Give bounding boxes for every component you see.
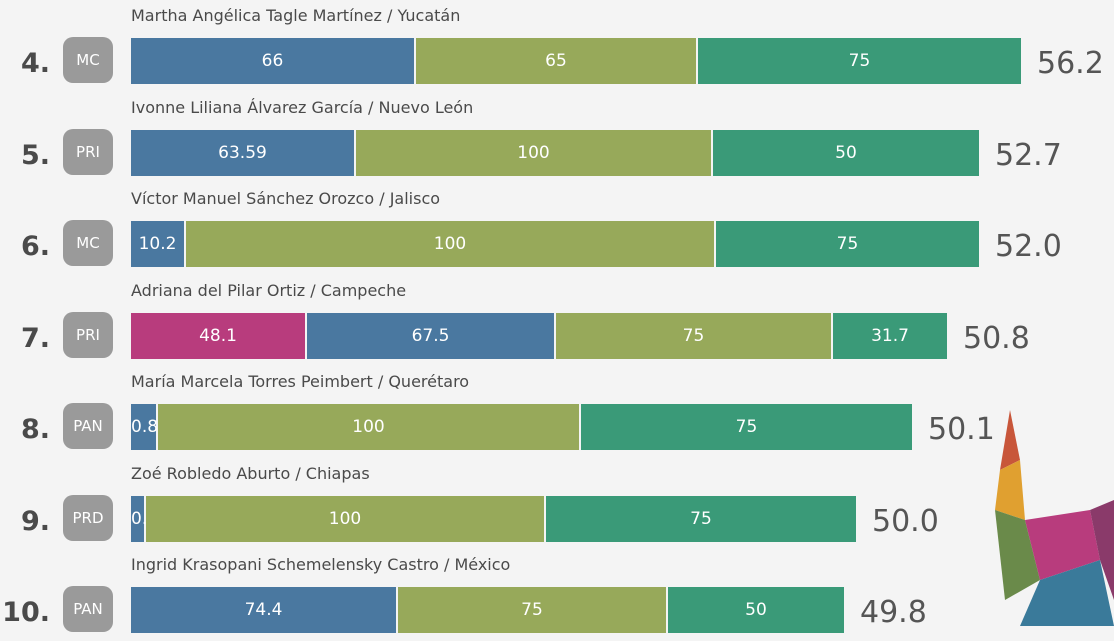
candidate-name: Víctor Manuel Sánchez Orozco / Jalisco [131, 189, 440, 208]
score-segment: 0.33 [131, 496, 144, 542]
total-score: 50.1 [928, 412, 995, 447]
candidate-name: Martha Angélica Tagle Martínez / Yucatán [131, 6, 460, 25]
ranking-row: Adriana del Pilar Ortiz / Campeche 7. PRI 4… [0, 275, 1114, 367]
ranking-row: Víctor Manuel Sánchez Orozco / Jalisco 6.… [0, 183, 1114, 275]
score-segment: 67.5 [307, 313, 554, 359]
total-score: 52.7 [995, 138, 1062, 173]
party-badge: PAN [63, 586, 113, 632]
score-segment: 48.1 [131, 313, 305, 359]
total-score: 56.2 [1037, 46, 1104, 81]
candidate-name: Adriana del Pilar Ortiz / Campeche [131, 281, 406, 300]
rank-number: 10. [0, 597, 50, 628]
score-segment: 100 [146, 496, 544, 542]
score-segment: 66 [131, 38, 414, 84]
party-badge: PRD [63, 495, 113, 541]
score-segment: 50 [713, 130, 979, 176]
ranking-row: Ivonne Liliana Álvarez García / Nuevo Le… [0, 92, 1114, 184]
party-badge: MC [63, 37, 113, 83]
party-badge: PAN [63, 403, 113, 449]
rank-number: 9. [0, 506, 50, 537]
score-segment: 100 [186, 221, 714, 267]
rank-number: 4. [0, 48, 50, 79]
score-segment: 74.4 [131, 587, 396, 633]
total-score: 49.8 [860, 595, 927, 630]
party-badge: PRI [63, 129, 113, 175]
party-badge: PRI [63, 312, 113, 358]
score-bar: 0.3310075 [131, 496, 858, 542]
score-segment: 100 [356, 130, 711, 176]
total-score: 50.8 [963, 321, 1030, 356]
score-segment: 63.59 [131, 130, 354, 176]
ranking-row: Zoé Robledo Aburto / Chiapas 9. PRD 0.33100… [0, 458, 1114, 550]
score-segment: 50 [668, 587, 844, 633]
score-segment: 75 [698, 38, 1021, 84]
infographic: {"rows": [ {"rank": "4.", "party": "MC",… [0, 0, 1114, 626]
score-segment: 0.89 [131, 404, 156, 450]
candidate-name: Zoé Robledo Aburto / Chiapas [131, 464, 370, 483]
rank-number: 5. [0, 140, 50, 171]
score-segment: 31.7 [833, 313, 947, 359]
party-badge: MC [63, 220, 113, 266]
total-score: 50.0 [872, 504, 939, 539]
ranking-row: María Marcela Torres Peimbert / Querétar… [0, 366, 1114, 458]
score-segment: 75 [716, 221, 979, 267]
score-segment: 75 [546, 496, 856, 542]
score-segment: 75 [398, 587, 666, 633]
candidate-name: Ingrid Krasopani Schemelensky Castro / M… [131, 555, 510, 574]
candidate-name: Ivonne Liliana Álvarez García / Nuevo Le… [131, 98, 473, 117]
ranking-row: Ingrid Krasopani Schemelensky Castro / M… [0, 549, 1114, 641]
rank-number: 8. [0, 414, 50, 445]
rank-number: 6. [0, 231, 50, 262]
rank-number: 7. [0, 323, 50, 354]
total-score: 52.0 [995, 229, 1062, 264]
score-segment: 65 [416, 38, 696, 84]
score-segment: 75 [581, 404, 912, 450]
score-segment: 10.2 [131, 221, 184, 267]
candidate-name: María Marcela Torres Peimbert / Querétar… [131, 372, 469, 391]
score-segment: 75 [556, 313, 831, 359]
score-segment: 100 [158, 404, 579, 450]
ranking-row: Martha Angélica Tagle Martínez / Yucatán… [0, 0, 1114, 92]
